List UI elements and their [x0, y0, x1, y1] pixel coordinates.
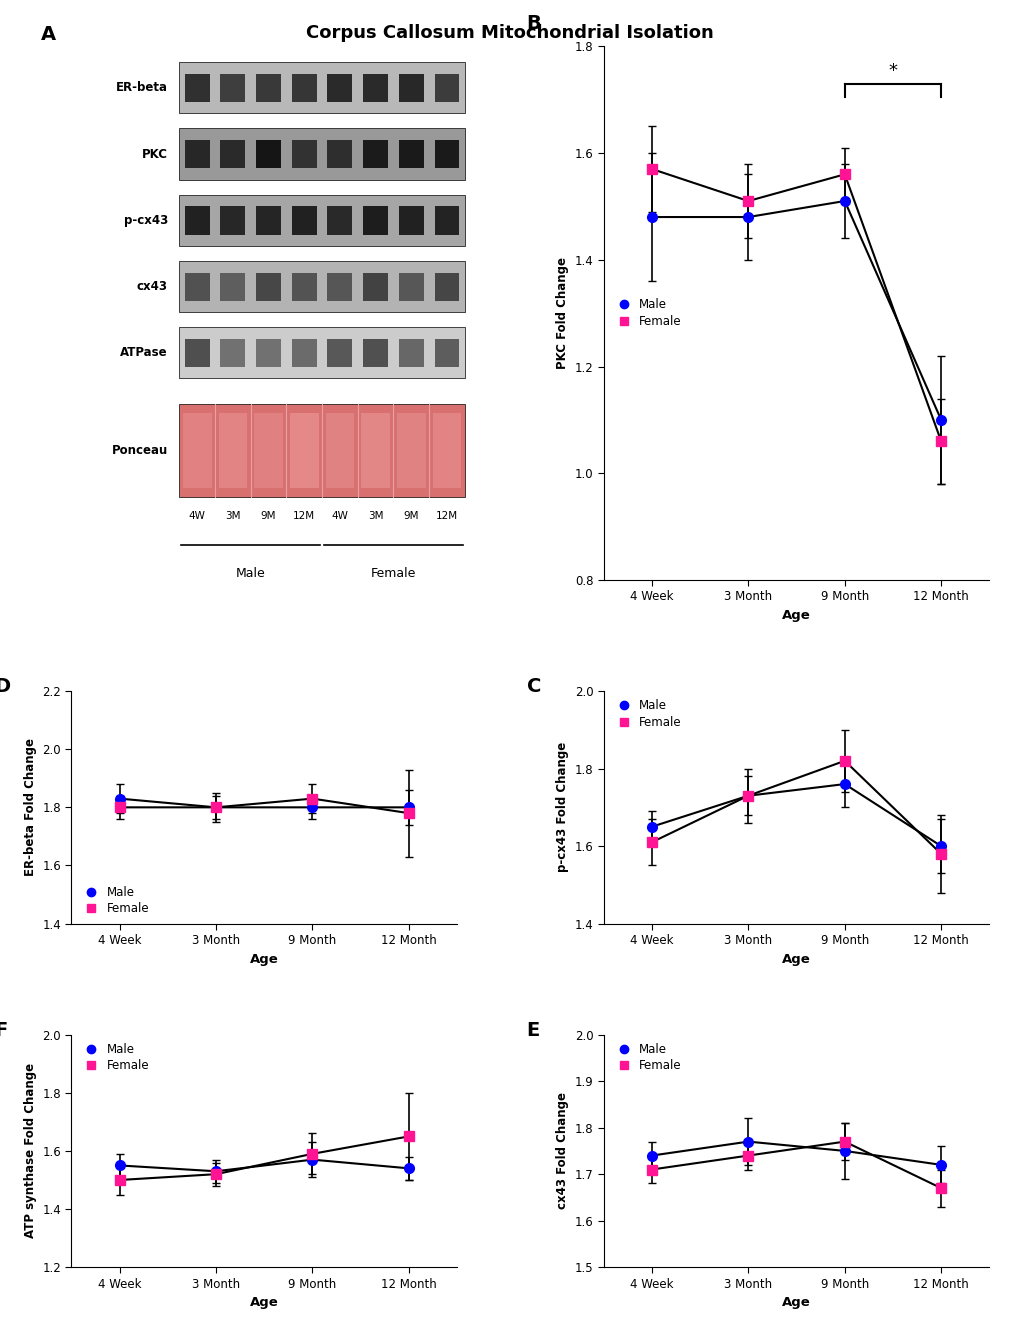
Bar: [327, 206, 353, 235]
Text: E: E: [526, 1020, 539, 1040]
Bar: [434, 206, 459, 235]
Bar: [434, 339, 459, 367]
Bar: [184, 74, 210, 102]
Text: 4W: 4W: [189, 511, 206, 520]
Bar: [256, 339, 281, 367]
Text: Male: Male: [235, 566, 265, 579]
Bar: [254, 413, 282, 488]
Bar: [363, 74, 388, 102]
Bar: [398, 273, 423, 301]
Bar: [434, 74, 459, 102]
Text: A: A: [41, 25, 56, 44]
Bar: [363, 339, 388, 367]
Bar: [361, 413, 389, 488]
Text: 9M: 9M: [404, 511, 419, 520]
Y-axis label: PKC Fold Change: PKC Fold Change: [555, 257, 569, 370]
Bar: [220, 74, 246, 102]
Text: 9M: 9M: [261, 511, 276, 520]
Bar: [291, 140, 317, 169]
Bar: [291, 206, 317, 235]
Text: B: B: [526, 15, 541, 33]
Bar: [291, 339, 317, 367]
Bar: [398, 339, 423, 367]
Text: PKC: PKC: [142, 148, 168, 161]
Legend: Male, Female: Male, Female: [77, 883, 152, 917]
Y-axis label: ER-beta Fold Change: ER-beta Fold Change: [23, 738, 37, 876]
Text: *: *: [888, 62, 897, 79]
Text: 12M: 12M: [435, 511, 458, 520]
Bar: [256, 273, 281, 301]
Y-axis label: p-cx43 Fold Change: p-cx43 Fold Change: [555, 742, 569, 873]
Bar: [184, 206, 210, 235]
Bar: [184, 273, 210, 301]
Text: 3M: 3M: [368, 511, 383, 520]
Bar: [218, 413, 247, 488]
Bar: [363, 206, 388, 235]
Text: 3M: 3M: [225, 511, 240, 520]
X-axis label: Age: Age: [250, 953, 278, 966]
Legend: Male, Female: Male, Female: [609, 1040, 684, 1074]
Text: C: C: [526, 677, 540, 696]
X-axis label: Age: Age: [250, 1296, 278, 1309]
Bar: [398, 74, 423, 102]
Bar: [179, 327, 465, 379]
Bar: [184, 140, 210, 169]
Bar: [220, 206, 246, 235]
Y-axis label: ATP synthase Fold Change: ATP synthase Fold Change: [23, 1064, 37, 1238]
Bar: [325, 413, 354, 488]
Text: D: D: [0, 677, 10, 696]
Bar: [179, 404, 465, 498]
Bar: [184, 339, 210, 367]
Bar: [398, 140, 423, 169]
Bar: [256, 74, 281, 102]
Bar: [396, 413, 425, 488]
Bar: [220, 339, 246, 367]
Legend: Male, Female: Male, Female: [609, 697, 684, 731]
Bar: [434, 273, 459, 301]
X-axis label: Age: Age: [782, 1296, 810, 1309]
Y-axis label: cx43 Fold Change: cx43 Fold Change: [555, 1093, 569, 1209]
Bar: [179, 128, 465, 180]
Text: ER-beta: ER-beta: [116, 82, 168, 94]
Text: ATPase: ATPase: [120, 346, 168, 359]
Legend: Male, Female: Male, Female: [77, 1040, 152, 1074]
Bar: [327, 140, 353, 169]
Legend: Male, Female: Male, Female: [609, 296, 684, 330]
Bar: [179, 194, 465, 246]
Bar: [220, 140, 246, 169]
Text: 4W: 4W: [331, 511, 348, 520]
X-axis label: Age: Age: [782, 609, 810, 622]
Bar: [220, 273, 246, 301]
Text: 12M: 12M: [292, 511, 315, 520]
Bar: [327, 273, 353, 301]
X-axis label: Age: Age: [782, 953, 810, 966]
Bar: [327, 339, 353, 367]
Bar: [363, 140, 388, 169]
Bar: [256, 206, 281, 235]
Text: cx43: cx43: [137, 280, 168, 293]
Bar: [432, 413, 461, 488]
Bar: [289, 413, 318, 488]
Bar: [363, 273, 388, 301]
Bar: [179, 261, 465, 312]
Text: Corpus Callosum Mitochondrial Isolation: Corpus Callosum Mitochondrial Isolation: [306, 24, 713, 42]
Bar: [327, 74, 353, 102]
Bar: [291, 273, 317, 301]
Bar: [182, 413, 211, 488]
Bar: [434, 140, 459, 169]
Text: F: F: [0, 1020, 7, 1040]
Text: p-cx43: p-cx43: [123, 214, 168, 227]
Bar: [398, 206, 423, 235]
Text: Ponceau: Ponceau: [111, 444, 168, 457]
Bar: [291, 74, 317, 102]
Bar: [179, 62, 465, 114]
Bar: [256, 140, 281, 169]
Text: Female: Female: [371, 566, 416, 579]
